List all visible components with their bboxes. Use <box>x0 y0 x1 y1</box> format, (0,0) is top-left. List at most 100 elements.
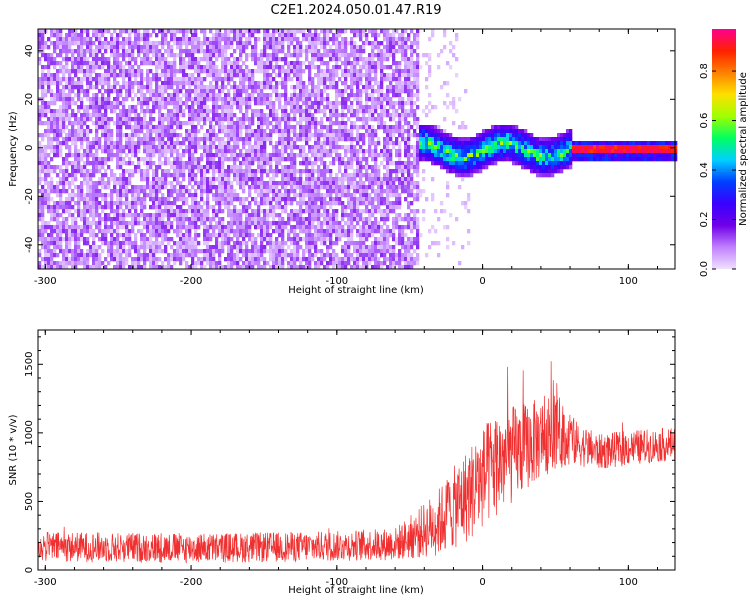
spectrogram-cell <box>131 173 135 178</box>
spectrogram-cell <box>110 73 114 78</box>
spectrogram-cell <box>236 221 240 226</box>
spectrogram-cell <box>65 53 69 58</box>
spectrogram-cell <box>242 61 246 66</box>
spectrogram-cell <box>323 137 327 142</box>
spectrogram-cell <box>146 37 150 42</box>
spectrogram-cell <box>125 213 129 218</box>
spectrogram-cell <box>92 237 96 242</box>
spectrogram-cell <box>80 169 84 174</box>
spectrogram-cell <box>311 105 315 110</box>
spectrogram-cell <box>179 197 183 202</box>
spectrogram-cell <box>38 113 42 118</box>
spectrogram-cell <box>218 173 222 178</box>
spectrogram-cell <box>308 177 312 182</box>
spectrogram-cell <box>344 249 348 254</box>
spectrogram-cell <box>92 113 96 118</box>
spectrogram-cell <box>53 213 57 218</box>
spectrogram-cell <box>137 69 141 74</box>
spectrogram-cell <box>188 81 192 86</box>
spectrogram-cell <box>305 261 309 266</box>
spectrogram-cell <box>164 145 168 150</box>
spectrogram-cell <box>200 173 204 178</box>
spectrogram-cell <box>89 85 93 90</box>
spectrogram-cell <box>143 157 147 162</box>
spectrogram-cell <box>89 141 93 146</box>
spectrogram-cell <box>143 29 147 34</box>
spectrogram-cell <box>206 261 210 266</box>
spectrogram-cell <box>56 73 60 78</box>
spectrogram-cell <box>53 97 57 102</box>
spectrogram-cell <box>233 161 237 166</box>
spectrogram-cell <box>125 257 129 262</box>
spectrogram-cell <box>134 209 138 214</box>
spectrogram-cell <box>155 201 159 206</box>
spectrogram-cell <box>119 117 123 122</box>
spectrogram-cell <box>239 177 243 182</box>
spectrogram-cell <box>188 41 192 46</box>
spectrogram-cell <box>179 229 183 234</box>
spectrogram-cell <box>80 81 84 86</box>
spectrogram-cell <box>158 149 162 154</box>
spectrogram-cell <box>134 149 138 154</box>
spectrogram-cell <box>320 237 324 242</box>
spectrogram-cell <box>338 89 342 94</box>
spectrogram-cell <box>107 133 111 138</box>
spectrogram-cell <box>164 141 168 146</box>
spectrogram-cell <box>242 205 246 210</box>
spectrogram-cell <box>275 141 279 146</box>
spectrogram-cell <box>326 73 330 78</box>
spectrogram-cell <box>200 97 204 102</box>
spectrogram-cell <box>158 101 162 106</box>
spectrogram-cell <box>293 37 297 42</box>
spectrogram-cell <box>269 153 273 158</box>
spectrogram-cell <box>53 73 57 78</box>
spectrogram-cell <box>194 209 198 214</box>
spectrogram-cell <box>257 29 261 34</box>
spectrogram-cell <box>140 117 144 122</box>
spectrogram-cell <box>164 77 168 82</box>
spectrogram-cell <box>143 57 147 62</box>
spectrogram-cell <box>278 233 282 238</box>
spectrogram-cell <box>299 69 303 74</box>
spectrogram-cell <box>152 145 156 150</box>
spectrogram-cell <box>266 85 270 90</box>
spectrogram-cell <box>236 105 240 110</box>
spectrogram-cell <box>290 109 294 114</box>
spectrogram-cell <box>206 153 210 158</box>
spectrogram-cell <box>119 73 123 78</box>
spectrogram-cell <box>107 217 111 222</box>
spectrogram-cell <box>269 73 273 78</box>
spectrogram-cell <box>194 65 198 70</box>
spectrogram-cell <box>275 57 279 62</box>
spectrogram-cell <box>335 213 339 218</box>
spectrogram-cell <box>110 41 114 46</box>
spectrogram-cell <box>287 113 291 118</box>
spectrogram-cell <box>170 129 174 134</box>
spectrogram-cell <box>83 69 87 74</box>
spectrogram-cell <box>209 145 213 150</box>
spectrogram-cell <box>71 237 75 242</box>
spectrogram-cell <box>188 145 192 150</box>
spectrogram-cell <box>299 257 303 262</box>
spectrogram-cell <box>287 165 291 170</box>
spectrogram-cell <box>191 73 195 78</box>
spectrogram-cell <box>71 33 75 38</box>
spectrogram-cell <box>230 29 234 34</box>
spectrogram-cell <box>116 53 120 58</box>
spectrogram-cell <box>248 189 252 194</box>
spectrogram-cell <box>242 249 246 254</box>
spectrogram-cell <box>290 177 294 182</box>
spectrogram-cell <box>353 201 357 206</box>
spectrogram-cell <box>158 245 162 250</box>
spectrogram-cell <box>128 133 132 138</box>
spectrogram-cell <box>347 109 351 114</box>
spectrogram-cell <box>86 177 90 182</box>
spectrogram-cell <box>302 181 306 186</box>
spectrogram-cell <box>71 77 75 82</box>
spectrogram-cell <box>239 81 243 86</box>
spectrogram-cell <box>53 45 57 50</box>
spectrogram-cell <box>335 201 339 206</box>
spectrogram-cell <box>128 73 132 78</box>
spectrogram-cell <box>149 33 153 38</box>
spectrogram-cell <box>110 189 114 194</box>
